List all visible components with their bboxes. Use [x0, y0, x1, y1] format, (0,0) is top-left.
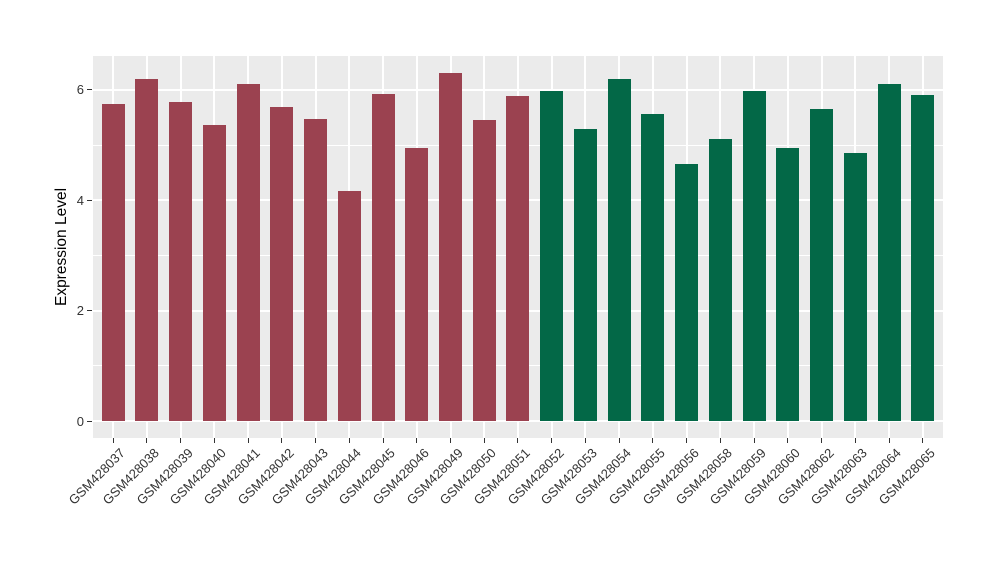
- x-tick-mark: [146, 438, 148, 443]
- x-tick-mark: [112, 438, 114, 443]
- bar: [641, 113, 665, 421]
- bar: [810, 108, 834, 421]
- x-tick-mark: [180, 438, 182, 443]
- y-tick-label: 6: [76, 82, 84, 98]
- bar: [236, 84, 260, 421]
- bar: [506, 95, 530, 421]
- x-tick-mark: [618, 438, 620, 443]
- bar: [202, 124, 226, 421]
- x-tick-mark: [247, 438, 249, 443]
- x-tick-mark: [753, 438, 755, 443]
- bar: [843, 153, 867, 421]
- x-tick-mark: [450, 438, 452, 443]
- x-tick-mark: [854, 438, 856, 443]
- x-tick-mark: [652, 438, 654, 443]
- bar: [540, 91, 564, 421]
- bar: [405, 147, 429, 421]
- x-tick-mark: [416, 438, 418, 443]
- x-tick-mark: [281, 438, 283, 443]
- y-tick-mark: [87, 199, 92, 201]
- x-tick-mark: [213, 438, 215, 443]
- x-tick-mark: [348, 438, 350, 443]
- x-tick-mark: [551, 438, 553, 443]
- bar: [270, 106, 294, 421]
- x-tick-mark: [686, 438, 688, 443]
- y-tick-mark: [87, 89, 92, 91]
- bar: [776, 147, 800, 421]
- bar: [337, 191, 361, 421]
- plot-panel: [93, 56, 943, 438]
- x-tick-mark: [483, 438, 485, 443]
- bar: [169, 102, 193, 421]
- bar: [135, 78, 159, 421]
- bar: [877, 84, 901, 421]
- bar: [742, 90, 766, 421]
- bar: [675, 163, 699, 421]
- y-tick-label: 0: [76, 413, 84, 429]
- bar: [911, 95, 935, 421]
- y-tick-mark: [87, 310, 92, 312]
- x-tick-mark: [888, 438, 890, 443]
- y-tick-label: 4: [76, 192, 84, 208]
- x-tick-mark: [315, 438, 317, 443]
- bar: [101, 104, 125, 421]
- y-tick-label: 2: [76, 303, 84, 319]
- x-tick-mark: [821, 438, 823, 443]
- bar: [472, 119, 496, 421]
- bar: [708, 139, 732, 421]
- bar: [371, 94, 395, 421]
- y-tick-mark: [87, 420, 92, 422]
- bar: [439, 73, 463, 421]
- x-tick-mark: [382, 438, 384, 443]
- bar: [607, 78, 631, 421]
- bar: [573, 128, 597, 421]
- bar: [304, 119, 328, 421]
- x-tick-mark: [517, 438, 519, 443]
- x-tick-mark: [922, 438, 924, 443]
- x-tick-mark: [787, 438, 789, 443]
- x-tick-mark: [584, 438, 586, 443]
- x-tick-mark: [719, 438, 721, 443]
